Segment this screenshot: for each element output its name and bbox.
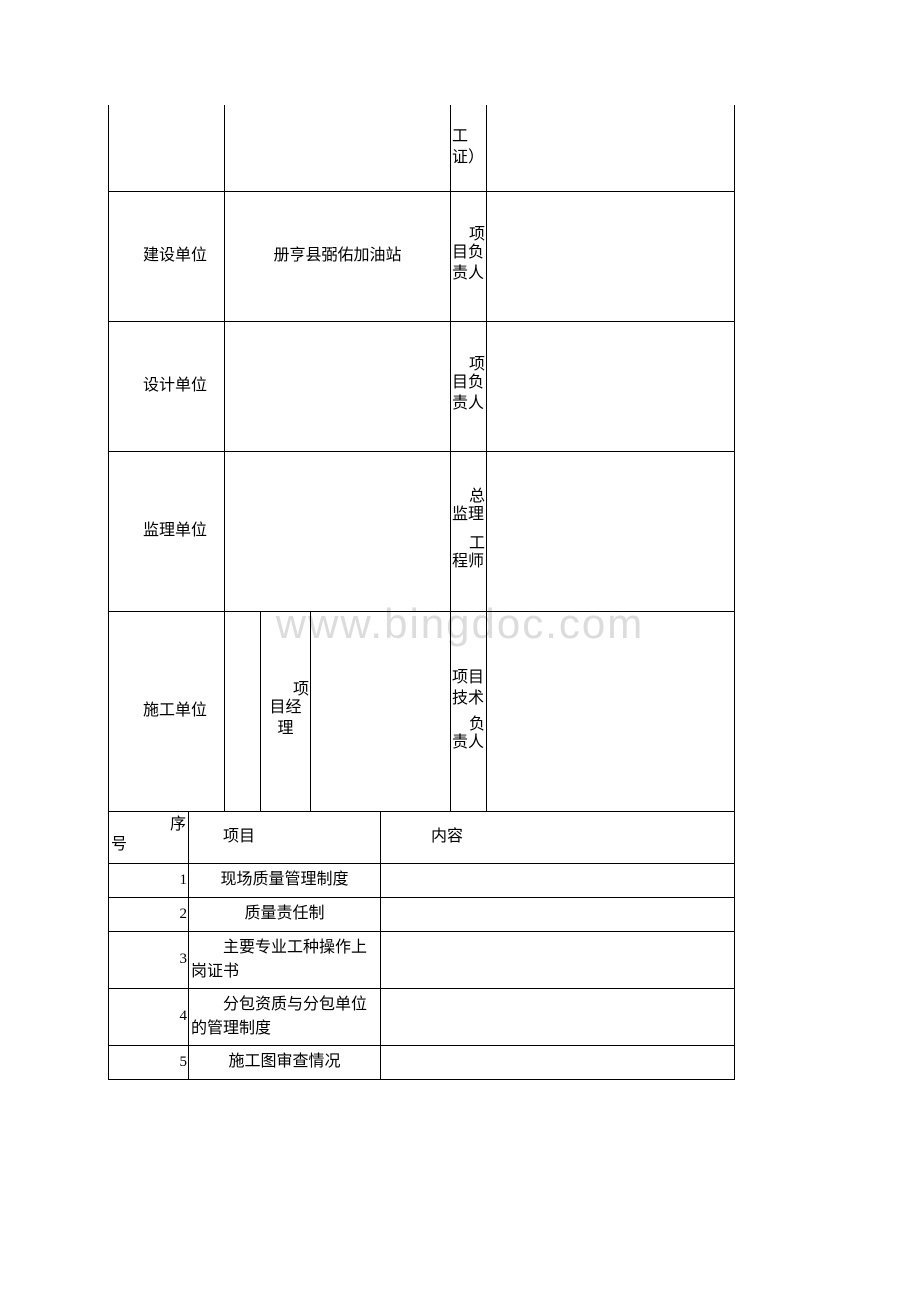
item-content — [381, 1045, 735, 1079]
table-row: 2 质量责任制 — [109, 897, 735, 931]
cell-person-label: 项 目负责人 — [451, 191, 487, 321]
cell-cert-label: 工证） — [451, 105, 487, 191]
table-row: 监理单位 总 监理 工 程师 — [109, 451, 735, 611]
cell-empty — [109, 105, 225, 191]
header-content: 内容 — [381, 811, 735, 863]
table-row: 3 主要专业工种操作上岗证书 — [109, 931, 735, 988]
item-name: 施工图审查情况 — [189, 1045, 381, 1079]
item-name: 现场质量管理制度 — [189, 863, 381, 897]
cell-builder-unit-value — [225, 611, 261, 811]
cell-tech-label: 项目技术 负 责人 — [451, 611, 487, 811]
cell-empty — [225, 105, 451, 191]
cell-supervision-unit-label: 监理单位 — [109, 451, 225, 611]
cell-design-unit-value — [225, 321, 451, 451]
item-content — [381, 931, 735, 988]
table-row: 建设单位 册亨县弼佑加油站 项 目负责人 — [109, 191, 735, 321]
header-project: 项目 — [189, 811, 381, 863]
cell-person-label: 项 目负责人 — [451, 321, 487, 451]
item-content — [381, 863, 735, 897]
cell-pm-label: 项 目经理 — [261, 611, 311, 811]
table-row: 1 现场质量管理制度 — [109, 863, 735, 897]
cell-person-value — [487, 321, 735, 451]
cell-tech-value — [487, 611, 735, 811]
cell-supervision-unit-value — [225, 451, 451, 611]
item-seq: 1 — [109, 863, 189, 897]
item-seq: 5 — [109, 1045, 189, 1079]
main-table: 工证） 建设单位 册亨县弼佑加油站 项 目负责人 设计单位 项 目负责人 — [108, 105, 735, 1080]
table-header-row: 序 号 项目 内容 — [109, 811, 735, 863]
cell-construction-unit-label: 建设单位 — [109, 191, 225, 321]
cell-supervisor-label: 总 监理 工 程师 — [451, 451, 487, 611]
item-seq: 4 — [109, 988, 189, 1045]
table-row: 5 施工图审查情况 — [109, 1045, 735, 1079]
cell-builder-unit-label: 施工单位 — [109, 611, 225, 811]
item-content — [381, 988, 735, 1045]
cell-design-unit-label: 设计单位 — [109, 321, 225, 451]
table-row: 4 分包资质与分包单位的管理制度 — [109, 988, 735, 1045]
table-row: 施工单位 项 目经理 项目技术 负 责人 — [109, 611, 735, 811]
item-name: 质量责任制 — [189, 897, 381, 931]
item-seq: 2 — [109, 897, 189, 931]
cell-pm-value — [311, 611, 451, 811]
item-content — [381, 897, 735, 931]
table-row: 设计单位 项 目负责人 — [109, 321, 735, 451]
item-name: 分包资质与分包单位的管理制度 — [189, 988, 381, 1045]
table-row: 工证） — [109, 105, 735, 191]
cell-person-value — [487, 191, 735, 321]
header-seq: 序 号 — [109, 811, 189, 863]
item-seq: 3 — [109, 931, 189, 988]
cell-supervisor-value — [487, 451, 735, 611]
item-name: 主要专业工种操作上岗证书 — [189, 931, 381, 988]
cell-empty — [487, 105, 735, 191]
document-table-container: 工证） 建设单位 册亨县弼佑加油站 项 目负责人 设计单位 项 目负责人 — [108, 105, 734, 1080]
cell-construction-unit-value: 册亨县弼佑加油站 — [225, 191, 451, 321]
